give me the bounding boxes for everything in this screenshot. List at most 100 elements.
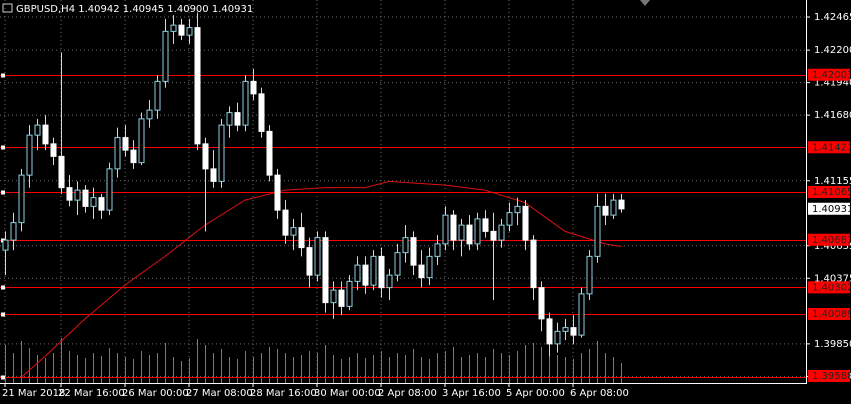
candle-body-bear <box>50 143 57 157</box>
candle-body-bull <box>330 289 337 304</box>
candle-body-bear <box>466 224 473 245</box>
candle-body-bear <box>194 27 201 145</box>
y-tick-label: 1.41680 <box>814 110 851 121</box>
candle-body-bull <box>34 124 41 136</box>
x-tick-label: 30 Mar 00:00 <box>314 388 381 399</box>
candle-body-bull <box>26 134 33 176</box>
candle-body-bear <box>306 247 313 276</box>
y-tick-label: 1.42200 <box>814 45 851 56</box>
candle-body-bear <box>418 264 425 279</box>
shift-marker[interactable] <box>640 0 650 6</box>
candle-body-bear <box>266 130 273 176</box>
x-tick-label: 28 Mar 16:00 <box>250 388 317 399</box>
candle-body-bear <box>298 227 305 249</box>
candle-body-bull <box>242 80 249 126</box>
candle-body-bear <box>258 93 265 132</box>
level-label-box <box>808 233 850 246</box>
level-handle <box>1 73 5 78</box>
candle-body-bear <box>178 24 185 36</box>
candle-body-bear <box>362 264 369 286</box>
candle-body-bull <box>506 212 513 226</box>
y-tick-label: 1.41940 <box>814 78 851 89</box>
candle-body-bull <box>394 252 401 276</box>
candle-body-bull <box>354 264 361 282</box>
candle-body-bull <box>314 237 321 276</box>
candle-body-bull <box>442 214 449 245</box>
x-tick-label: 22 Mar 16:00 <box>58 388 125 399</box>
candle-body-bull <box>2 239 9 251</box>
candle-body-bull <box>386 274 393 289</box>
candle-body-bear <box>378 255 385 289</box>
candle-body-bull <box>578 293 585 336</box>
level-label: 1.41065 <box>812 187 851 198</box>
level-label-box <box>808 370 850 382</box>
level-handle <box>1 375 5 380</box>
candle-body-bull <box>594 205 601 257</box>
level-handle <box>1 145 5 150</box>
candle-body-bear <box>66 187 73 201</box>
series-layer <box>0 12 806 383</box>
x-tick-label: 3 Apr 16:00 <box>442 388 501 399</box>
x-tick-label: 21 Mar 2018 <box>2 388 65 399</box>
level-handle <box>1 285 5 290</box>
level-handle <box>1 190 5 195</box>
x-tick-label: 27 Mar 08:00 <box>186 388 253 399</box>
candle-body-bear <box>282 209 289 236</box>
candle-body-bear <box>338 289 345 307</box>
candle-body-bull <box>474 218 481 245</box>
candle-body-bear <box>122 137 129 151</box>
candle-body-bear <box>274 174 281 211</box>
candle-body-bear <box>522 205 529 241</box>
candle-body-bear <box>202 143 209 170</box>
level-label: 1.41423 <box>812 142 851 153</box>
candle-body-bull <box>162 30 169 82</box>
candle-body-bull <box>586 255 593 295</box>
candle-body-bear <box>618 199 625 210</box>
last-price-box <box>808 202 850 215</box>
candle-body-bull <box>610 199 617 216</box>
chart-title: GBPUSD,H4 1.40942 1.40945 1.40900 1.4093… <box>16 4 253 15</box>
candle-body-bear <box>482 218 489 232</box>
level-label: 1.40683 <box>812 235 851 246</box>
last-price-label: 1.40931 <box>812 204 851 215</box>
candle-body-bull <box>426 255 433 279</box>
candle-body-bear <box>602 205 609 216</box>
candle-body-bear <box>570 327 577 336</box>
candle-body-bull <box>138 118 145 164</box>
level-label: 1.40089 <box>812 309 851 320</box>
y-tick-label: 1.40375 <box>814 273 851 284</box>
candle-body-bull <box>554 330 561 345</box>
candle-body-bull <box>226 112 233 126</box>
candle-body-bear <box>58 155 65 189</box>
candle-body-bear <box>250 80 257 95</box>
candle-body-bull <box>90 197 97 207</box>
level-label: 1.40302 <box>812 282 851 293</box>
symbol-icon <box>2 3 13 13</box>
candle-body-bull <box>346 280 353 307</box>
candle-body-bear <box>210 168 217 182</box>
x-tick-label: 6 Apr 08:00 <box>570 388 629 399</box>
level-label-box <box>808 308 850 320</box>
y-tick-label: 1.39850 <box>814 339 851 350</box>
candle-body-bull <box>562 327 569 332</box>
x-tick-label: 2 Apr 08:00 <box>378 388 437 399</box>
y-tick-label: 1.42465 <box>814 12 851 23</box>
candle-body-bull <box>218 124 225 182</box>
level-label-box <box>808 281 850 294</box>
candle-body-bull <box>458 224 465 241</box>
candle-body-bear <box>234 112 241 126</box>
candle-body-bull <box>370 255 377 286</box>
candle-body-bull <box>514 205 521 214</box>
candle-body-bear <box>538 287 545 320</box>
candle-body-bear <box>322 237 329 304</box>
candle-body-bull <box>74 189 81 201</box>
candle-body-bull <box>146 109 153 120</box>
candle-body-bear <box>530 239 537 289</box>
moving-average <box>20 180 622 378</box>
level-label: 1.39588 <box>812 371 851 382</box>
candle-body-bull <box>106 168 113 211</box>
y-tick-label: 1.41155 <box>814 176 851 187</box>
level-label-box <box>808 68 850 81</box>
